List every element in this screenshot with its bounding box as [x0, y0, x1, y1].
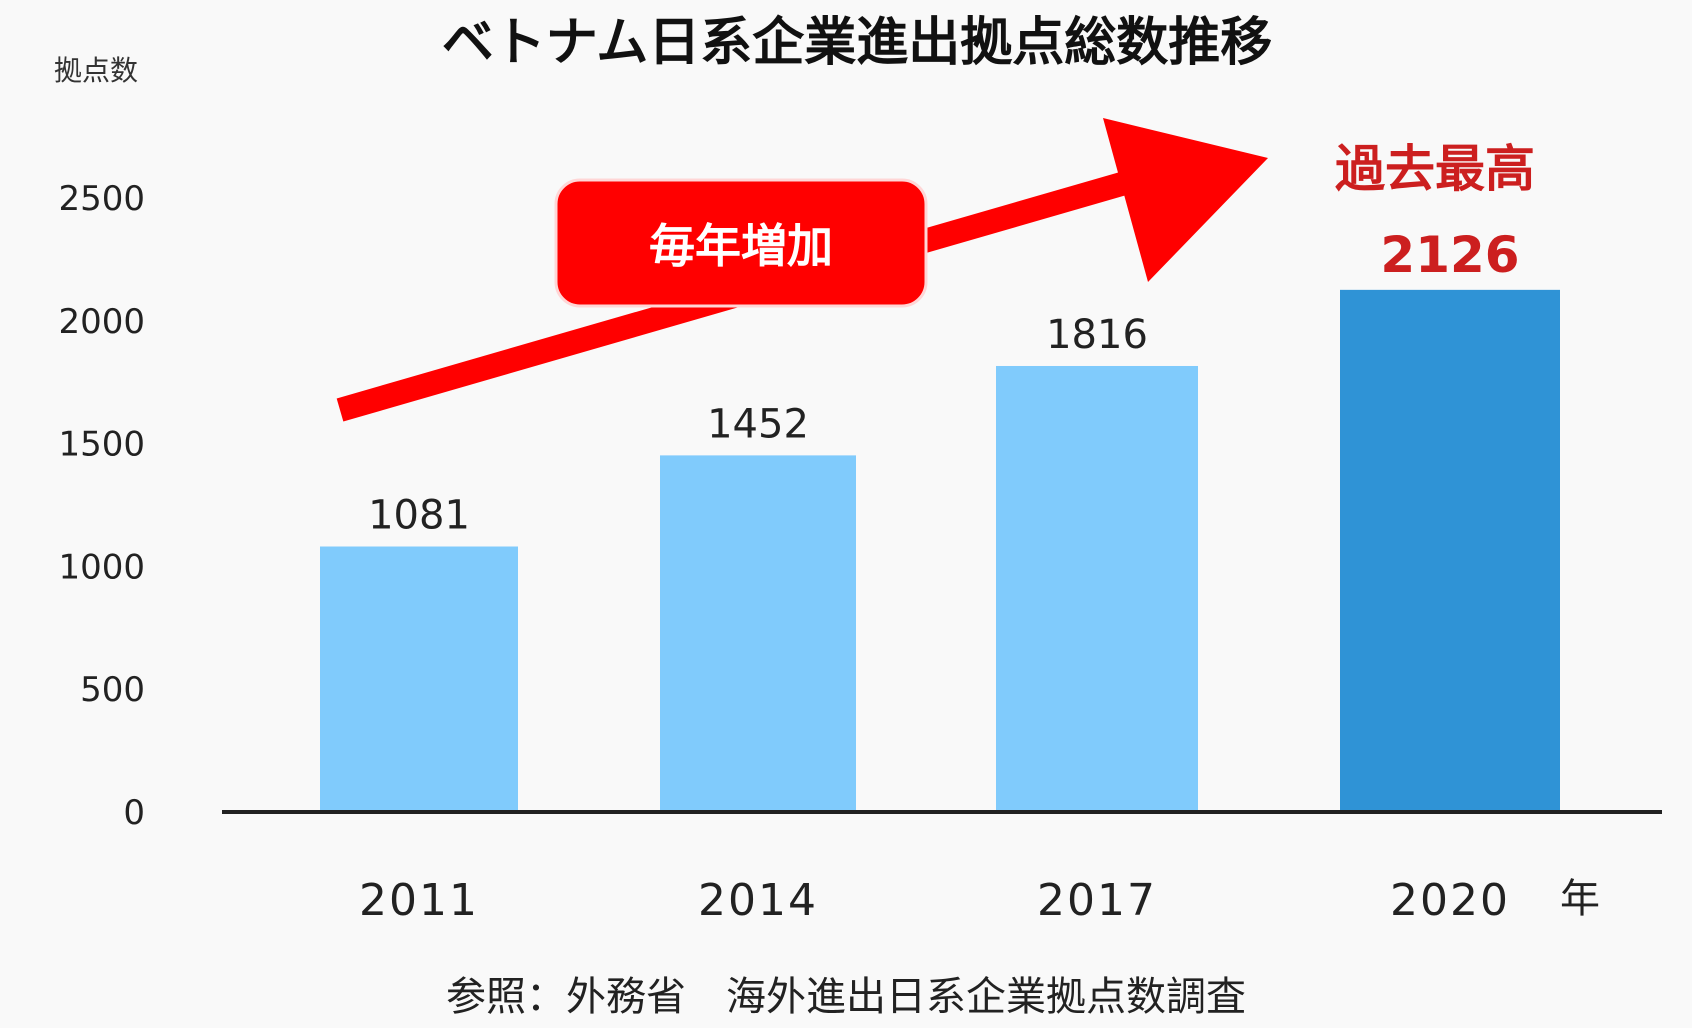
y-axis-label: 拠点数 [54, 54, 138, 87]
y-tick-label: 1500 [58, 425, 145, 465]
bar-2020 [1340, 289, 1560, 813]
y-tick-label: 2500 [58, 179, 145, 219]
trend-callout: 毎年増加 [554, 178, 928, 308]
source-note: 参照：外務省 海外進出日系企業拠点数調査 [446, 974, 1246, 1020]
y-tick-label: 500 [80, 670, 145, 710]
trend-callout-label: 毎年増加 [649, 219, 833, 273]
x-tick-label-2011: 2011 [359, 875, 479, 926]
bar-2014 [660, 455, 856, 812]
record-label: 過去最高 [1335, 140, 1535, 198]
chart-title: ベトナム日系企業進出拠点総数推移 [442, 13, 1272, 73]
value-label-2017: 1816 [1046, 312, 1148, 358]
y-tick-label: 0 [123, 793, 145, 833]
bar-2017 [996, 365, 1198, 812]
y-axis-ticks: 0 500 1000 1500 2000 2500 [58, 179, 145, 833]
y-tick-label: 1000 [58, 547, 145, 587]
value-label-2011: 1081 [368, 493, 470, 539]
x-tick-label-2014: 2014 [698, 875, 818, 926]
value-labels: 1081 1452 1816 2126 [368, 226, 1519, 539]
trend-callout-box [554, 178, 928, 308]
value-label-2014: 1452 [707, 401, 809, 447]
trend-arrow-head [1103, 118, 1268, 282]
x-axis-unit: 年 [1560, 876, 1600, 922]
y-tick-label: 2000 [58, 302, 145, 342]
x-axis-ticks: 2011 2014 2017 2020 [359, 875, 1510, 926]
bar-2011 [320, 546, 518, 812]
x-tick-label-2017: 2017 [1037, 875, 1157, 926]
value-label-2020: 2126 [1380, 226, 1519, 284]
bars [320, 289, 1560, 813]
x-tick-label-2020: 2020 [1390, 875, 1510, 926]
